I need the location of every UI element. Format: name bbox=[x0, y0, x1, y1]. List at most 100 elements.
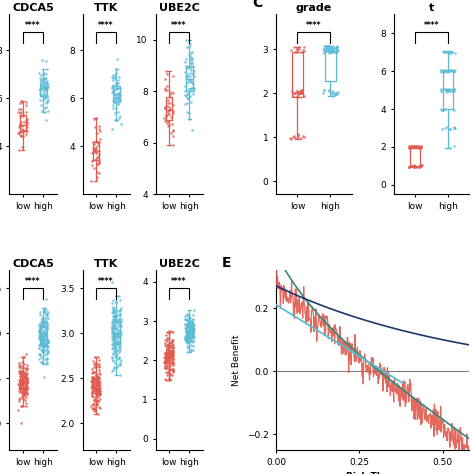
Point bbox=[450, 106, 457, 114]
Point bbox=[323, 43, 330, 51]
Point bbox=[92, 148, 100, 156]
Point bbox=[40, 307, 48, 314]
Point bbox=[187, 346, 195, 354]
Point bbox=[183, 80, 191, 87]
Point bbox=[288, 87, 295, 94]
Point bbox=[301, 133, 308, 141]
Point bbox=[23, 376, 31, 383]
Point bbox=[167, 88, 174, 96]
Point bbox=[37, 85, 45, 92]
Point bbox=[182, 326, 190, 333]
Point bbox=[190, 70, 197, 78]
Point bbox=[96, 384, 104, 392]
Point bbox=[88, 390, 96, 397]
Point bbox=[109, 105, 117, 112]
Point bbox=[440, 48, 447, 56]
Point bbox=[93, 380, 100, 388]
Point bbox=[165, 352, 173, 360]
Point bbox=[161, 337, 168, 344]
Point bbox=[16, 384, 24, 392]
Point bbox=[113, 330, 120, 338]
Point bbox=[189, 63, 197, 70]
Point bbox=[37, 322, 45, 330]
Point bbox=[19, 370, 27, 378]
Point bbox=[19, 394, 27, 402]
Point bbox=[44, 310, 51, 317]
Point bbox=[108, 278, 116, 285]
Point bbox=[187, 336, 195, 343]
Point bbox=[169, 109, 176, 117]
Point bbox=[327, 49, 335, 56]
Point bbox=[451, 125, 459, 132]
Point bbox=[89, 383, 96, 391]
Point bbox=[114, 99, 121, 107]
Point bbox=[40, 75, 48, 83]
Point bbox=[444, 49, 451, 57]
Point bbox=[297, 87, 304, 95]
Point bbox=[187, 327, 195, 335]
Point bbox=[109, 356, 117, 364]
Point bbox=[44, 337, 52, 344]
Point bbox=[116, 321, 124, 328]
Point bbox=[183, 312, 191, 319]
Point bbox=[161, 76, 169, 83]
Point bbox=[165, 355, 173, 362]
Point bbox=[37, 325, 45, 333]
Point bbox=[95, 374, 102, 382]
Point bbox=[94, 376, 101, 384]
Point bbox=[114, 95, 122, 103]
Point bbox=[162, 349, 169, 356]
Point bbox=[111, 325, 118, 332]
Point bbox=[42, 307, 49, 314]
Point bbox=[185, 319, 192, 326]
Point bbox=[92, 378, 100, 386]
Point bbox=[109, 306, 117, 314]
Point bbox=[182, 320, 189, 328]
Point bbox=[186, 333, 193, 340]
Point bbox=[116, 84, 124, 91]
Point bbox=[44, 97, 51, 104]
Point bbox=[23, 364, 31, 372]
Point bbox=[110, 95, 118, 102]
Point bbox=[162, 362, 169, 369]
Point bbox=[36, 327, 44, 334]
Point bbox=[36, 334, 44, 342]
Point bbox=[167, 130, 174, 137]
Point bbox=[19, 373, 27, 381]
Point bbox=[163, 355, 170, 362]
Point bbox=[94, 385, 102, 393]
Point bbox=[163, 348, 170, 356]
Point bbox=[188, 320, 196, 328]
Point bbox=[44, 338, 52, 346]
Point bbox=[184, 63, 191, 71]
Point bbox=[36, 331, 44, 339]
Point bbox=[185, 332, 192, 339]
Text: ****: **** bbox=[172, 277, 187, 286]
Point bbox=[110, 87, 118, 95]
Point bbox=[442, 66, 449, 74]
Point bbox=[41, 331, 49, 338]
Point bbox=[93, 385, 101, 392]
Point bbox=[169, 362, 177, 369]
Point bbox=[16, 394, 24, 401]
Point bbox=[22, 371, 29, 379]
Point bbox=[22, 108, 30, 115]
Point bbox=[37, 338, 45, 346]
Point bbox=[90, 408, 97, 415]
Point bbox=[334, 46, 341, 54]
Point bbox=[93, 377, 101, 384]
Point bbox=[163, 336, 171, 343]
Point bbox=[167, 353, 175, 361]
Point bbox=[183, 43, 191, 50]
Point bbox=[114, 84, 121, 91]
Point bbox=[290, 89, 298, 97]
Point bbox=[36, 328, 44, 335]
Point bbox=[96, 390, 103, 397]
Point bbox=[184, 86, 192, 93]
Point bbox=[39, 335, 46, 342]
Point bbox=[39, 335, 46, 343]
Point bbox=[293, 45, 301, 53]
PathPatch shape bbox=[165, 350, 172, 363]
Point bbox=[94, 378, 101, 386]
Point bbox=[164, 351, 171, 358]
